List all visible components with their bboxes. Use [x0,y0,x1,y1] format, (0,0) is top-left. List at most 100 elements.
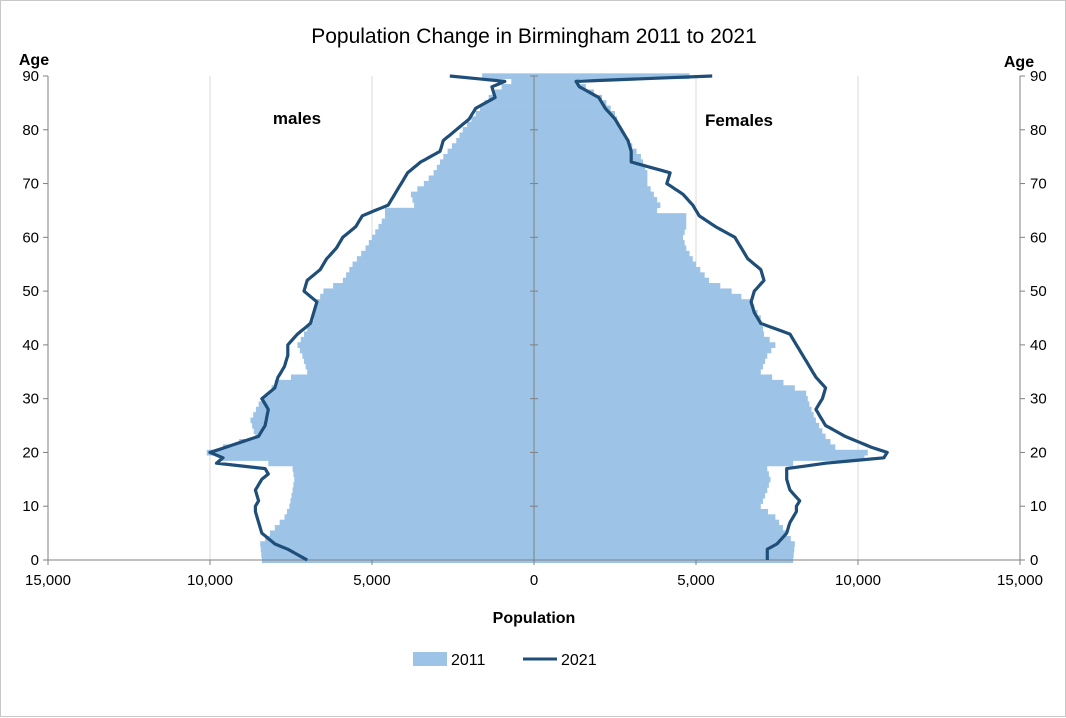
bar-2011-female [534,250,690,257]
bar-2011-male [384,207,534,214]
bar-2011-female [534,299,752,305]
bar-2011-male [352,261,534,268]
y-axis-title-right: Age [1004,54,1034,71]
bar-2011-male [307,326,534,332]
axes [43,75,1025,565]
bar-2011-female [534,347,772,354]
bar-2011-male [323,288,534,295]
bar-2011-male [443,154,534,160]
bar-2011-male [255,406,534,413]
bar-2011-female [534,309,758,316]
bar-2011-female [534,433,826,440]
bar-2011-male [368,240,534,246]
y-tick-label-left: 80 [22,122,39,139]
bar-2011-female [534,261,696,268]
bar-2011-male [284,514,534,521]
bar-2011-male [349,266,534,273]
bar-2011-male [320,293,534,300]
bar-2011-female [534,530,787,537]
bar-2011-female [534,100,607,106]
bar-2011-female [534,159,644,166]
bar-2011-female [534,444,836,451]
bar-2011-female [534,482,769,488]
bar-2011-male [292,465,534,472]
bar-2011-female [534,465,768,472]
bar-2011-female [534,422,820,429]
bar-2011-female [534,546,795,553]
bar-2011-female [534,315,761,322]
bar-2011-male [269,530,534,537]
bar-2011-male [253,428,535,434]
y-tick-label-left: 70 [22,176,39,193]
x-tick-label: 10,000 [187,572,233,589]
bar-2011-female [534,132,625,139]
x-tick-label: 15,000 [997,572,1043,589]
bar-2011-male [495,89,534,96]
bar-2011-male [255,433,535,440]
bar-2011-male [302,352,534,359]
x-tick-label: 0 [530,572,538,589]
bar-2011-female [534,288,732,295]
bar-2011-female [534,148,637,155]
bar-2011-male [292,487,534,494]
bar-2011-male [313,315,534,322]
bar-2011-male [315,304,534,311]
bar-2011-female [534,105,611,112]
bar-2011-male [316,299,534,305]
bar-2011-male [417,186,534,192]
tick-labels: 15,000 10,000 5,000 0 5,000 10,000 15,000 0 0 10 1… [22,68,1046,589]
y-tick-label-right: 70 [1030,176,1047,193]
bar-2011-male [299,347,534,354]
bar-2011-female [534,234,684,241]
bar-2011-male [274,379,534,386]
bar-2011-male [286,508,534,515]
bar-2011-female [534,535,791,542]
chart-title: Population Change in Birmingham 2011 to … [311,25,757,48]
bar-2011-male [291,492,534,499]
y-tick-label-left: 30 [22,391,39,408]
males-annotation: males [273,109,321,128]
bar-2011-male [482,73,534,80]
bar-2011-male [289,503,534,510]
bar-2011-female [534,390,807,397]
x-axis-title: Population [493,610,576,627]
bar-2011-female [534,191,654,198]
y-tick-label-right: 10 [1030,498,1047,515]
bar-2011-male [428,175,534,182]
bar-2011-female [534,525,783,531]
bar-2011-female [534,331,765,338]
lines-2021 [208,74,889,562]
bar-2011-male [471,116,534,123]
bar-2011-male [268,460,534,467]
bar-2011-female [534,202,661,209]
bar-2011-male [305,363,534,370]
bar-2011-male [252,422,534,429]
bar-2011-male [440,159,534,166]
bar-2011-male [293,482,534,488]
legend: 2011 2021 [413,652,597,669]
bar-2011-male [253,412,534,418]
y-tick-label-right: 50 [1030,283,1047,300]
bar-2011-male [294,476,534,483]
y-tick-label-right: 20 [1030,444,1047,461]
bar-2011-female [534,503,761,510]
bar-2011-male [378,223,534,230]
bar-2011-male [250,417,534,424]
bar-2011-female [534,385,795,391]
x-tick-label: 5,000 [353,572,391,589]
bar-2011-male [300,336,534,343]
bar-2011-female [534,127,622,133]
bar-2011-male [342,277,534,284]
bar-2011-female [534,304,755,311]
bar-2011-female [534,207,658,214]
bar-2011-male [274,525,534,531]
x-tick-label: 5,000 [677,572,715,589]
bar-2011-male [375,229,534,236]
bar-2011-female [534,277,709,284]
y-tick-label-right: 60 [1030,229,1047,246]
bar-2011-male [356,256,534,262]
females-annotation: Females [705,111,773,130]
bar-2011-female [534,476,771,483]
bar-2011-female [534,396,808,402]
